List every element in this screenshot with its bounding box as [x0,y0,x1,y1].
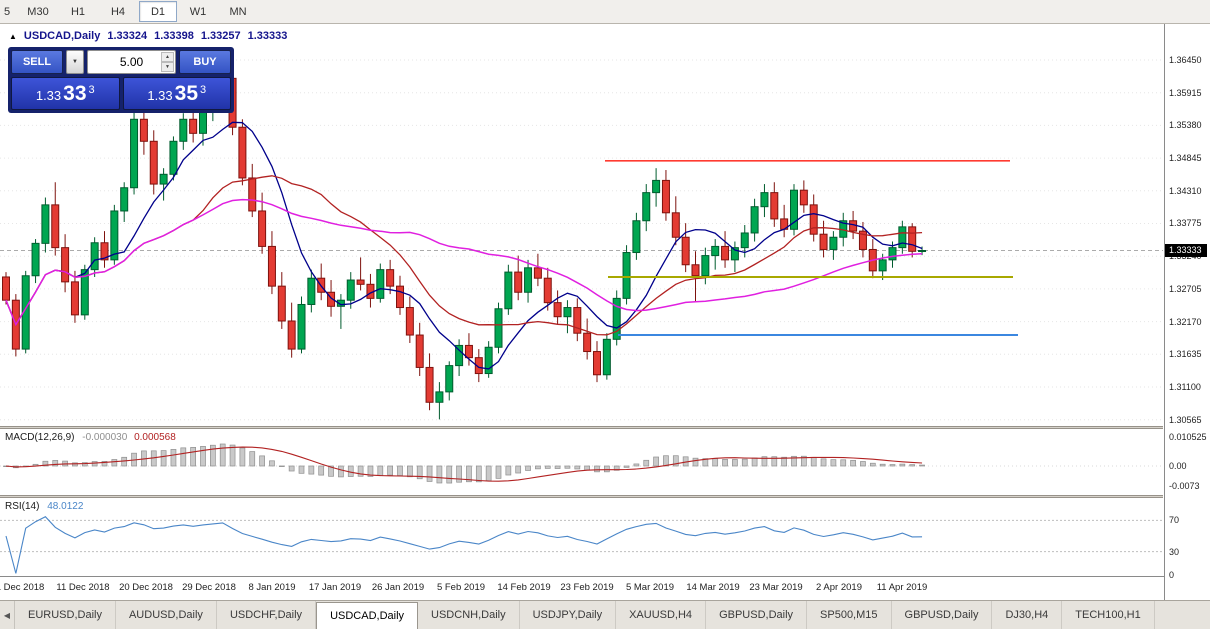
buy-button[interactable]: BUY [179,50,231,74]
chart-tab[interactable]: XAUUSD,H4 [616,601,707,629]
price-axis-label: 1.35915 [1169,87,1202,98]
trade-panel-collapse-icon[interactable]: ▲ [9,31,17,41]
volume-stepper: ▲ ▼ [161,52,174,72]
price-axis-label: 1.30565 [1169,414,1202,425]
buy-price-button[interactable]: 1.33 35 3 [122,77,231,110]
date-axis-label: 29 Dec 2018 [182,582,236,593]
chart-tab[interactable]: DJ30,H4 [992,601,1063,629]
sell-price-prefix: 1.33 [35,88,62,103]
price-axis-label: 1.32705 [1169,283,1202,294]
buy-price-pips: 35 [174,82,199,105]
volume-value: 5.00 [119,55,144,69]
macd-main-value: -0.000030 [82,432,128,443]
macd-indicator-label: MACD(12,26,9) -0.000030 0.000568 [5,432,176,443]
volume-input[interactable]: 5.00 ▲ ▼ [87,50,176,74]
timeframe-button-5[interactable]: 5 [3,5,11,18]
date-axis-label: 14 Feb 2019 [497,582,551,593]
chart-tab[interactable]: SP500,M15 [807,601,892,629]
chart-tab[interactable]: USDCAD,Daily [316,602,419,629]
chart-tab[interactable]: USDCHF,Daily [217,601,317,629]
date-axis-label: 20 Dec 2018 [119,582,173,593]
timeframe-button-h4[interactable]: H4 [110,5,126,18]
rsi-value: 48.0122 [47,501,84,512]
price-axis-label: 1.36450 [1169,55,1202,65]
date-axis-label: 5 Mar 2019 [625,582,675,593]
chart-tab[interactable]: GBPUSD,Daily [706,601,808,629]
timeframe-button-m30[interactable]: M30 [27,5,49,18]
macd-name: MACD(12,26,9) [5,432,75,443]
price-axis-label: 1.31635 [1169,349,1202,360]
rsi-axis-label: 0 [1169,570,1175,580]
chart-canvas[interactable] [0,24,1164,576]
chart-tab[interactable]: GBPUSD,Daily [892,601,993,629]
chart-tab-bar: ◀ EURUSD,Daily AUDUSD,Daily USDCHF,Daily US… [0,600,1210,629]
timeframe-toolbar: 5 M30 H1 H4 D1 W1 MN [0,0,1210,24]
sell-button[interactable]: SELL [11,50,63,74]
chart-tab[interactable]: TECH100,H1 [1062,601,1155,629]
price-axis-label: 1.35380 [1169,120,1202,131]
buy-price-prefix: 1.33 [147,88,173,103]
chevron-down-icon: ▼ [72,59,78,65]
rsi-axis-label: 30 [1169,546,1180,557]
ohlc-high: 1.33398 [154,30,194,42]
ohlc-low: 1.33257 [200,30,241,42]
ohlc-close: 1.33333 [247,30,288,42]
date-axis-label: 26 Jan 2019 [371,582,425,593]
volume-decrease-button[interactable]: ▼ [161,62,174,72]
timeframe-button-w1[interactable]: W1 [189,5,207,18]
date-axis-label: 5 Feb 2019 [436,582,486,593]
buy-price-fraction: 3 [200,84,207,96]
order-type-dropdown-button[interactable]: ▼ [66,50,84,74]
chart-window: ▲ USDCAD,Daily 1.33324 1.33398 1.33257 1… [0,24,1210,600]
date-axis-label: 11 Apr 2019 [876,582,928,593]
date-axis-label: 1 Dec 2018 [0,582,45,593]
price-axis-label: 1.34310 [1169,185,1202,196]
date-axis[interactable]: 1 Dec 2018 11 Dec 2018 20 Dec 2018 29 Dec 2… [0,576,1164,600]
chart-title: ▲ USDCAD,Daily 1.33324 1.33398 1.33257 1… [9,30,287,42]
price-axis-label: 1.33775 [1169,218,1202,229]
date-axis-label: 17 Jan 2019 [308,582,362,593]
rsi-indicator-label: RSI(14) 48.0122 [5,501,83,512]
rsi-axis-label: 70 [1169,515,1180,526]
date-axis-label: 2 Apr 2019 [816,582,862,593]
one-click-trading-panel: SELL ▼ 5.00 ▲ ▼ BUY 1.33 33 3 1.33 35 [8,47,234,113]
macd-axis-label: -0.0073 [1169,481,1200,492]
date-axis-label: 23 Feb 2019 [560,582,614,593]
macd-axis-label: 0.010525 [1169,432,1207,442]
rsi-name: RSI(14) [5,501,40,512]
macd-axis-label: 0.00 [1169,461,1187,471]
sell-price-pips: 33 [63,82,87,105]
macd-signal-value: 0.000568 [134,432,176,443]
chart-tab[interactable]: USDJPY,Daily [520,601,617,629]
date-axis-label: 8 Jan 2019 [248,582,296,593]
sell-price-button[interactable]: 1.33 33 3 [11,77,120,110]
chart-tab[interactable]: EURUSD,Daily [15,601,116,629]
chart-tab[interactable]: USDCNH,Daily [418,601,520,629]
ohlc-open: 1.33324 [107,30,148,42]
date-axis-label: 11 Dec 2018 [56,582,110,593]
tab-scroll-left-button[interactable]: ◀ [0,601,15,629]
date-axis-label: 14 Mar 2019 [686,582,740,593]
chart-tab[interactable]: AUDUSD,Daily [116,601,217,629]
timeframe-button-mn[interactable]: MN [229,5,247,18]
timeframe-button-h1[interactable]: H1 [70,5,86,18]
date-axis-label: 23 Mar 2019 [749,582,803,593]
price-scale[interactable]: 0 30 70 -0.0073 0.00 0.010525 1.30565 1.31100 1.… [1164,24,1210,600]
volume-increase-button[interactable]: ▲ [161,52,174,62]
price-axis-label: 1.31100 [1169,381,1201,392]
current-price-badge: 1.33333 [1165,244,1207,257]
sell-price-fraction: 3 [88,84,95,96]
price-axis-label: 1.32170 [1169,316,1202,327]
price-axis-label: 1.34845 [1169,153,1202,164]
symbol-period-label: USDCAD,Daily [23,30,101,42]
timeframe-button-d1[interactable]: D1 [139,1,177,22]
